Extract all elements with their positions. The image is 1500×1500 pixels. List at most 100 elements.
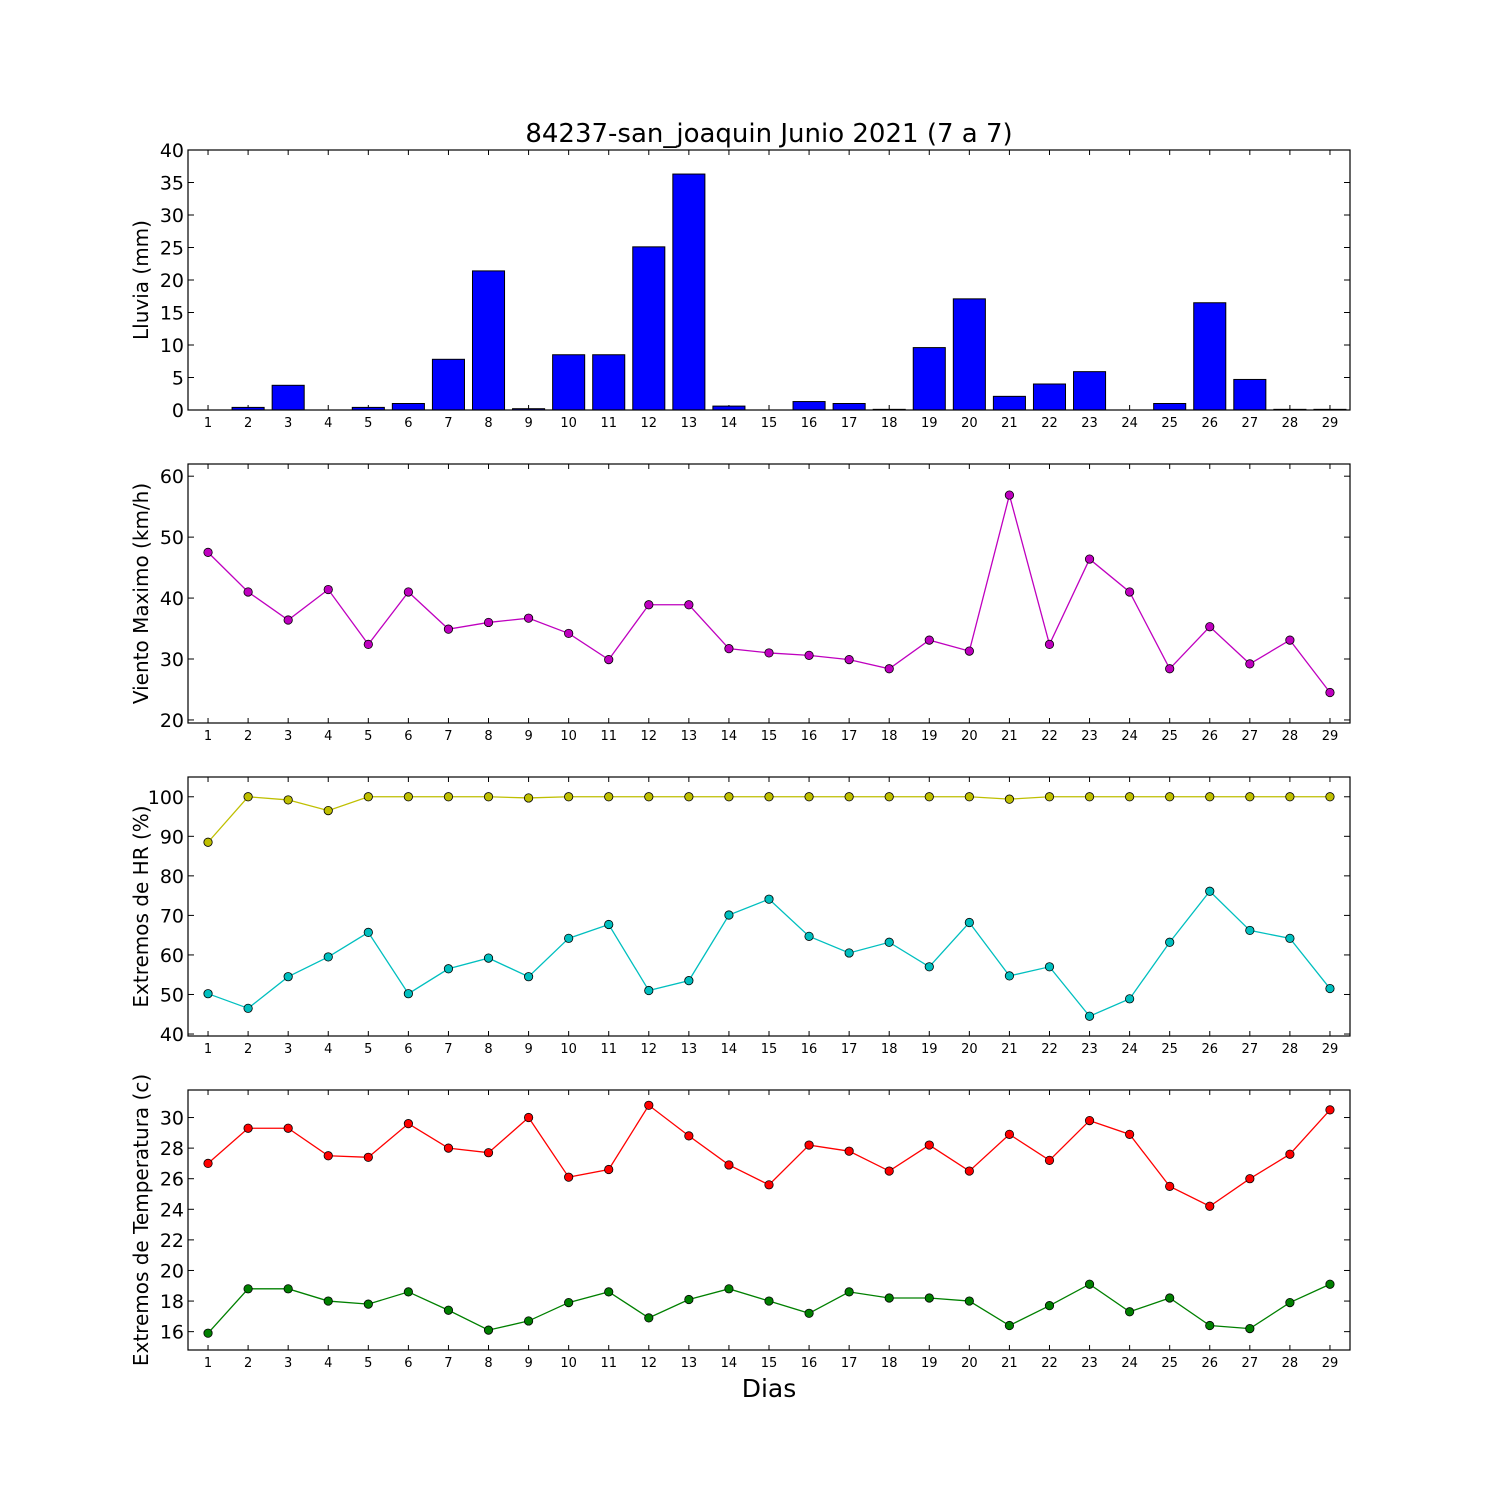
x-tick-label: 8 [484, 416, 492, 431]
point-s2-day-1 [203, 1328, 213, 1338]
plot-frame [187, 1089, 1351, 1351]
x-tick-label: 23 [1081, 1356, 1098, 1371]
y-tick-label: 10 [160, 335, 184, 357]
x-tick-label: 2 [244, 729, 252, 744]
x-tick-label: 14 [721, 1356, 738, 1371]
y-tick-label: 40 [160, 1024, 184, 1046]
y-tick-label: 60 [160, 466, 184, 488]
point-s1-day-16 [804, 650, 814, 660]
x-tick-label: 23 [1081, 416, 1098, 431]
x-tick-label: 15 [761, 729, 778, 744]
x-tick-label: 26 [1201, 729, 1218, 744]
x-tick-label: 13 [681, 1356, 698, 1371]
x-tick-label: 20 [961, 729, 978, 744]
x-tick-label: 19 [921, 1042, 938, 1057]
point-s2-day-7 [443, 964, 454, 974]
x-tick-label: 18 [881, 729, 898, 744]
point-s1-day-21 [1004, 1129, 1015, 1139]
point-s1-day-20 [964, 1166, 974, 1176]
x-tick-label: 27 [1242, 729, 1259, 744]
x-tick-label: 20 [961, 1356, 978, 1371]
x-tick-label: 19 [921, 416, 938, 431]
point-s1-day-9 [523, 1112, 534, 1123]
bar-day-25 [1153, 403, 1187, 411]
x-tick-label: 9 [524, 416, 532, 431]
point-s2-day-15 [764, 894, 774, 904]
y-tick-label: 5 [172, 368, 184, 390]
x-tick-label: 25 [1161, 729, 1178, 744]
x-tick-label: 27 [1242, 1356, 1259, 1371]
point-s1-day-15 [764, 792, 774, 802]
point-s2-day-25 [1165, 1293, 1175, 1303]
x-tick-label: 18 [881, 1042, 898, 1057]
x-tick-label: 11 [600, 1042, 617, 1057]
x-tick-label: 12 [641, 1042, 658, 1057]
x-tick-label: 4 [324, 729, 332, 744]
x-tick-label: 4 [324, 416, 332, 431]
point-s2-day-19 [924, 962, 934, 972]
point-s1-day-15 [764, 648, 774, 658]
point-s2-day-10 [564, 933, 574, 943]
y-tick-label: 28 [160, 1138, 184, 1160]
x-tick-label: 5 [364, 416, 372, 431]
x-tick-label: 7 [444, 729, 452, 744]
point-s2-day-14 [724, 910, 734, 920]
point-s2-day-19 [924, 1293, 934, 1303]
point-s1-day-18 [884, 1166, 894, 1176]
bar-day-3 [271, 384, 305, 411]
point-s2-day-15 [764, 1296, 774, 1306]
x-tick-label: 25 [1161, 416, 1178, 431]
bar-day-12 [632, 246, 666, 411]
point-s2-day-12 [644, 1313, 654, 1323]
y-axis-label: Viento Maximo (km/h) [129, 483, 153, 704]
point-s2-day-9 [523, 1316, 534, 1326]
y-tick-label: 26 [160, 1169, 184, 1191]
point-s1-day-5 [363, 1152, 373, 1162]
bar-day-16 [792, 401, 826, 411]
point-s2-day-26 [1205, 886, 1215, 896]
point-s1-day-7 [443, 624, 454, 634]
point-s1-day-11 [604, 1164, 614, 1175]
point-s2-day-4 [323, 952, 333, 962]
point-s2-day-7 [443, 1305, 454, 1315]
x-tick-label: 29 [1322, 729, 1339, 744]
x-tick-label: 21 [1001, 729, 1018, 744]
point-s2-day-24 [1125, 994, 1135, 1004]
point-s1-day-10 [564, 1172, 574, 1182]
point-s1-day-2 [243, 792, 253, 802]
point-s2-day-10 [564, 1297, 574, 1308]
x-tick-label: 18 [881, 1356, 898, 1371]
point-s2-day-24 [1125, 1307, 1135, 1317]
point-s1-day-4 [323, 806, 333, 816]
x-tick-label: 12 [641, 416, 658, 431]
y-tick-label: 20 [160, 270, 184, 292]
point-s1-day-26 [1205, 622, 1215, 632]
y-axis-label: Lluvia (mm) [129, 220, 153, 340]
point-s1-day-26 [1205, 1201, 1215, 1211]
x-tick-label: 24 [1121, 729, 1138, 744]
point-s2-day-6 [403, 989, 413, 999]
x-tick-label: 15 [761, 1356, 778, 1371]
point-s2-day-9 [523, 972, 534, 982]
point-s1-day-12 [644, 1100, 654, 1110]
point-s2-day-5 [363, 927, 373, 938]
y-tick-label: 20 [160, 710, 184, 732]
x-tick-label: 6 [404, 729, 412, 744]
x-tick-label: 22 [1041, 416, 1058, 431]
x-tick-label: 5 [364, 729, 372, 744]
x-tick-label: 24 [1121, 1042, 1138, 1057]
x-tick-label: 5 [364, 1356, 372, 1371]
point-s1-day-8 [483, 1148, 494, 1158]
x-tick-label: 20 [961, 1042, 978, 1057]
x-tick-label: 20 [961, 416, 978, 431]
point-s2-day-8 [483, 1325, 494, 1335]
bar-day-13 [672, 173, 706, 411]
point-s1-day-23 [1084, 792, 1095, 802]
x-tick-label: 17 [841, 1042, 858, 1057]
x-tick-label: 25 [1161, 1042, 1178, 1057]
x-tick-label: 11 [600, 416, 617, 431]
point-s1-day-14 [724, 1160, 734, 1170]
y-tick-label: 50 [160, 527, 184, 549]
